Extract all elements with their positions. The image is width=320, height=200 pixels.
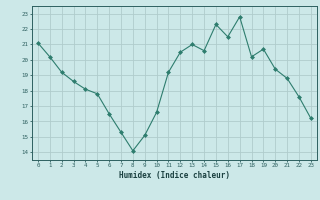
X-axis label: Humidex (Indice chaleur): Humidex (Indice chaleur)	[119, 171, 230, 180]
